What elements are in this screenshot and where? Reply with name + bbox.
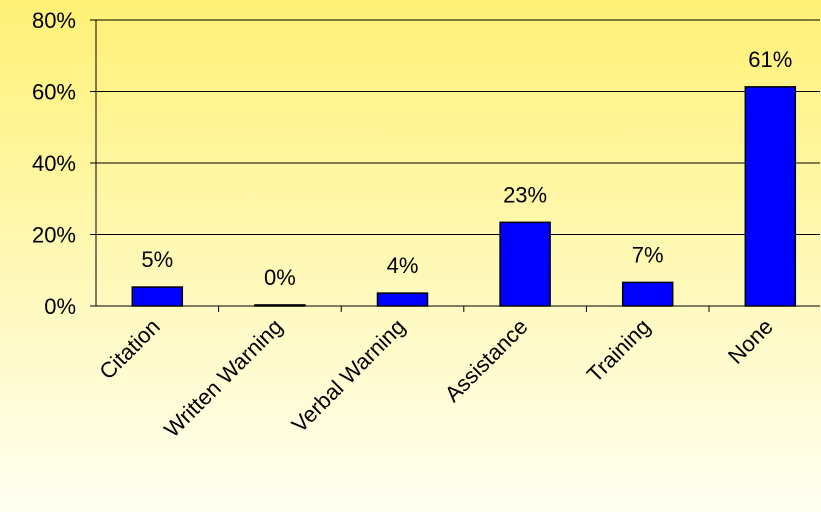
bar [621, 281, 674, 307]
value-label: 0% [264, 265, 296, 290]
y-tick-label: 40% [32, 151, 76, 176]
value-label: 23% [503, 182, 547, 207]
y-tick-label: 60% [32, 80, 76, 105]
bar [254, 304, 306, 307]
value-label: 61% [748, 47, 792, 72]
value-label: 4% [387, 253, 419, 278]
bar [131, 286, 184, 307]
bar [499, 221, 551, 307]
y-tick-label: 0% [44, 294, 76, 319]
value-label: 7% [632, 242, 664, 267]
bar [744, 86, 797, 307]
y-tick-label: 80% [32, 8, 76, 33]
value-label: 5% [141, 247, 173, 272]
y-tick-label: 20% [32, 223, 76, 248]
bar [376, 292, 429, 307]
